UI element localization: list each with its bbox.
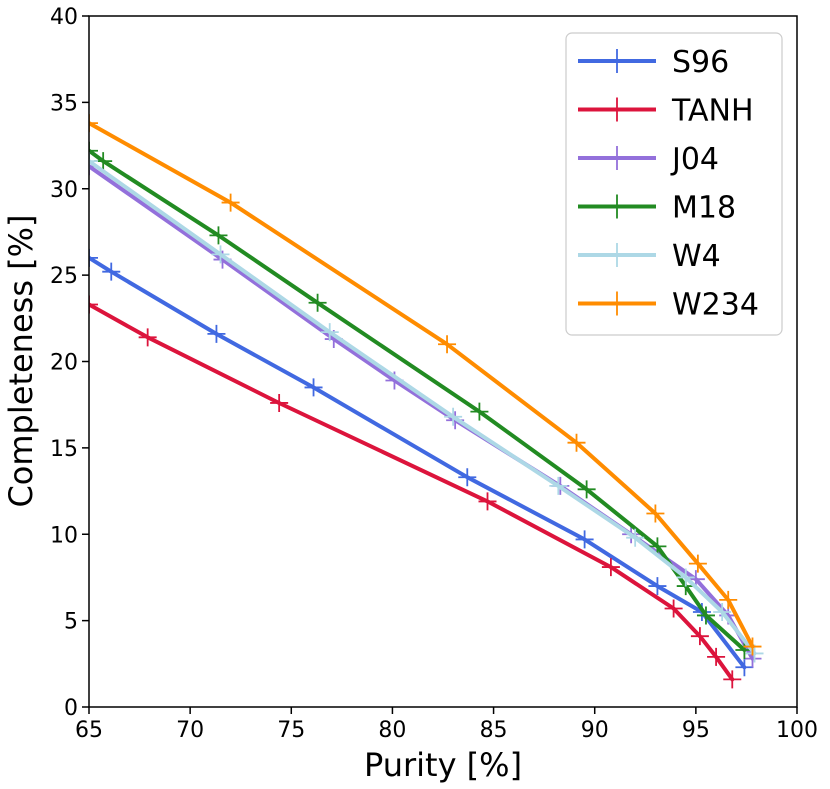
x-tick-label: 95	[682, 718, 710, 743]
ticks-layer: 65 70 75 80 85 90 95 100 0 5 10 15 20 25 30 35 40	[50, 5, 818, 743]
series-point-marker	[626, 528, 645, 547]
series-point-marker	[549, 476, 568, 495]
series-point-marker	[304, 378, 323, 397]
y-tick-label: 5	[64, 610, 78, 635]
series-point-marker	[209, 226, 228, 245]
series-point-marker	[308, 293, 327, 312]
x-tick-label: 75	[277, 718, 305, 743]
y-tick-label: 40	[50, 5, 78, 30]
series-point-marker	[735, 658, 754, 677]
series-point-marker	[207, 324, 226, 343]
series-point-marker	[211, 245, 230, 264]
series-point-marker	[221, 193, 240, 212]
series-point-marker	[567, 433, 586, 452]
legend-swatch-marker	[608, 49, 626, 73]
y-tick-label: 25	[50, 264, 78, 289]
y-tick-label: 35	[50, 91, 78, 116]
series-point-marker	[438, 335, 457, 354]
series-point-marker	[696, 606, 715, 625]
legend-label: S96	[672, 45, 729, 80]
series-point-marker	[444, 407, 463, 426]
legend-label: J04	[670, 142, 719, 177]
legend-item-s96: S96	[578, 45, 729, 80]
legend: S96 TANH J04 M18 W4 W234	[565, 32, 783, 336]
series-point-marker	[470, 402, 489, 421]
series-m18	[89, 141, 754, 659]
legend-swatch-marker	[608, 97, 626, 122]
x-tick-label: 70	[176, 718, 204, 743]
x-tick-label: 65	[75, 718, 103, 743]
legend-item-m18: M18	[578, 191, 736, 226]
series-point-marker	[646, 504, 665, 523]
legend-item-tanh: TANH	[578, 94, 754, 129]
series-point-marker	[270, 393, 289, 412]
x-tick-label: 85	[480, 718, 508, 743]
y-tick-label: 10	[50, 523, 78, 548]
series-point-marker	[577, 480, 596, 499]
series-point-marker	[688, 554, 707, 573]
series-point-marker	[676, 568, 695, 587]
y-axis-label: Completeness [%]	[2, 214, 40, 507]
legend-items: S96 TANH J04 M18 W4 W234	[578, 45, 759, 323]
legend-swatch-marker	[608, 194, 626, 219]
y-tick-label: 30	[50, 178, 78, 203]
series-point-marker	[320, 323, 339, 342]
y-tick-label: 20	[50, 351, 78, 376]
series-point-marker	[89, 114, 98, 133]
legend-swatch-marker	[608, 291, 626, 316]
series-point-marker	[648, 537, 667, 556]
x-tick-label: 90	[581, 718, 609, 743]
legend-label: W4	[672, 239, 721, 274]
series-w234	[89, 114, 762, 656]
series-layer	[89, 114, 764, 689]
legend-item-w4: W4	[578, 239, 721, 274]
series-line	[89, 302, 735, 682]
y-tick-label: 0	[64, 696, 78, 721]
series-point-marker	[89, 141, 98, 160]
series-tanh	[89, 295, 742, 689]
series-point-marker	[478, 492, 497, 511]
series-point-marker	[458, 468, 477, 487]
series-point-marker	[664, 599, 683, 618]
legend-label: W234	[672, 288, 759, 323]
series-point-marker	[601, 558, 620, 577]
y-tick-label: 15	[50, 437, 78, 462]
series-point-marker	[713, 602, 732, 621]
series-point-marker	[719, 590, 738, 609]
legend-label: M18	[672, 191, 736, 226]
x-tick-label: 100	[776, 718, 818, 743]
legend-swatch-marker	[608, 146, 626, 170]
series-point-marker	[648, 577, 667, 596]
series-line	[89, 148, 747, 652]
x-axis-label: Purity [%]	[364, 746, 522, 784]
series-w4	[89, 152, 764, 663]
series-point-marker	[707, 647, 726, 666]
series-point-marker	[743, 637, 762, 656]
legend-item-w234: W234	[578, 288, 759, 323]
series-line	[89, 121, 755, 649]
series-point-marker	[89, 295, 98, 314]
series-point-marker	[89, 248, 98, 267]
legend-item-j04: J04	[578, 142, 719, 177]
series-point-marker	[575, 530, 594, 549]
legend-label: TANH	[671, 94, 754, 129]
series-point-marker	[89, 152, 98, 171]
legend-swatch-marker	[608, 243, 626, 267]
series-point-marker	[745, 644, 764, 663]
series-point-marker	[690, 627, 709, 646]
series-point-marker	[102, 262, 121, 281]
x-tick-label: 80	[378, 718, 406, 743]
series-point-marker	[723, 670, 742, 689]
series-point-marker	[138, 328, 157, 347]
